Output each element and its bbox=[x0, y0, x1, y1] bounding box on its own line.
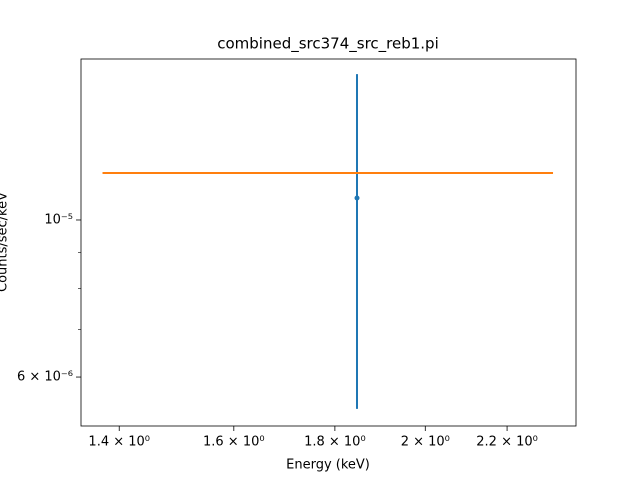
y-tick-label: 6 × 10⁻⁶ bbox=[17, 370, 73, 385]
x-tick-label: 2.2 × 10⁰ bbox=[476, 435, 538, 450]
x-axis-label: Energy (keV) bbox=[286, 458, 370, 473]
x-tick-label: 1.6 × 10⁰ bbox=[203, 435, 265, 450]
x-tick-label: 2 × 10⁰ bbox=[401, 435, 450, 450]
y-axis-label: Counts/sec/keV bbox=[0, 192, 11, 292]
data-point bbox=[354, 195, 360, 201]
chart-title: combined_src374_src_reb1.pi bbox=[217, 35, 439, 54]
plot-frame bbox=[80, 58, 577, 427]
x-tick-label: 1.8 × 10⁰ bbox=[304, 435, 366, 450]
x-tick-label: 1.4 × 10⁰ bbox=[88, 435, 150, 450]
y-tick-label: 10⁻⁵ bbox=[44, 212, 73, 227]
